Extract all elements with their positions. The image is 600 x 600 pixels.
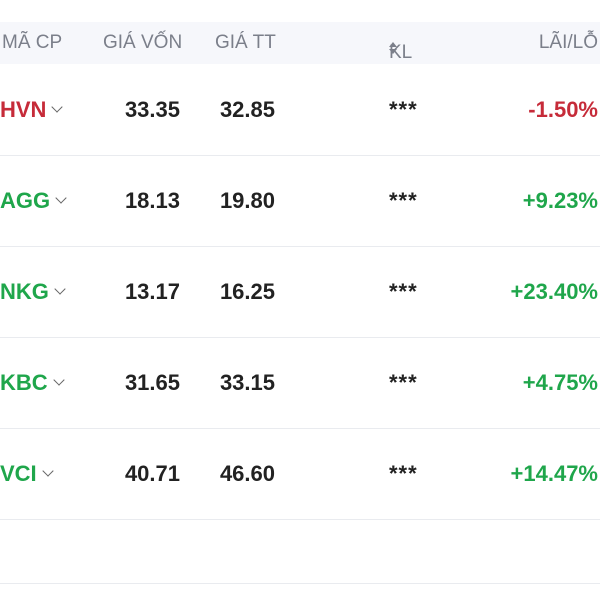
table-row[interactable]: NKG 13.17 16.25 *** +23.40% — [0, 246, 600, 338]
stock-code[interactable]: VCI — [0, 428, 54, 519]
profit-loss: -1.50% — [528, 97, 598, 122]
profit-loss: +9.23% — [522, 188, 598, 213]
market-price: 16.25 — [219, 279, 275, 304]
sort-icon[interactable] — [389, 42, 397, 54]
table-row[interactable]: HVN 33.35 32.85 *** -1.50% — [0, 64, 600, 156]
column-header-code[interactable]: MÃ CP — [2, 32, 63, 53]
cost-price: 18.13 — [124, 188, 180, 213]
chevron-down-icon[interactable] — [53, 373, 65, 386]
stock-code[interactable]: NKG — [0, 246, 66, 337]
stock-code[interactable]: AGG — [0, 155, 67, 246]
chevron-down-icon[interactable] — [54, 282, 66, 295]
cost-price: 33.35 — [124, 97, 180, 122]
profit-loss: +14.47% — [510, 461, 598, 486]
volume-masked: *** — [389, 279, 418, 304]
stock-code[interactable]: HVN — [0, 64, 64, 155]
cost-price: 40.71 — [124, 461, 180, 486]
stock-code-label: NKG — [0, 279, 49, 304]
market-price: 33.15 — [219, 370, 275, 395]
volume-masked: *** — [389, 461, 418, 486]
volume-masked: *** — [389, 97, 418, 122]
column-header-market-price[interactable]: GIÁ TT — [215, 32, 276, 53]
volume-masked: *** — [389, 370, 418, 395]
market-price: 19.80 — [219, 188, 275, 213]
stock-code-label: VCI — [0, 461, 37, 486]
table-row[interactable]: VCI 40.71 46.60 *** +14.47% — [0, 428, 600, 520]
profit-loss: +4.75% — [522, 370, 598, 395]
cost-price: 31.65 — [124, 370, 180, 395]
table-row[interactable]: KBC 31.65 33.15 *** +4.75% — [0, 337, 600, 429]
table-row[interactable]: AGG 18.13 19.80 *** +9.23% — [0, 155, 600, 247]
table-header: MÃ CP GIÁ VỐN GIÁ TT KL LÃI/LỖ — [0, 22, 600, 64]
column-header-profit-loss[interactable]: LÃI/LỖ — [538, 32, 598, 53]
stock-code-label: HVN — [0, 97, 47, 122]
stock-code-label: KBC — [0, 370, 48, 395]
market-price: 32.85 — [219, 97, 275, 122]
volume-masked: *** — [389, 188, 418, 213]
profit-loss: +23.40% — [510, 279, 598, 304]
stock-code[interactable]: KBC — [0, 337, 65, 428]
column-header-cost[interactable]: GIÁ VỐN — [103, 32, 183, 53]
chevron-down-icon[interactable] — [42, 464, 54, 477]
market-price: 46.60 — [219, 461, 275, 486]
chevron-down-icon[interactable] — [55, 191, 67, 204]
chevron-down-icon[interactable] — [51, 100, 64, 113]
column-header-volume-label: KL — [389, 42, 413, 63]
cost-price: 13.17 — [124, 279, 180, 304]
divider — [0, 583, 600, 584]
stock-code-label: AGG — [0, 188, 51, 213]
